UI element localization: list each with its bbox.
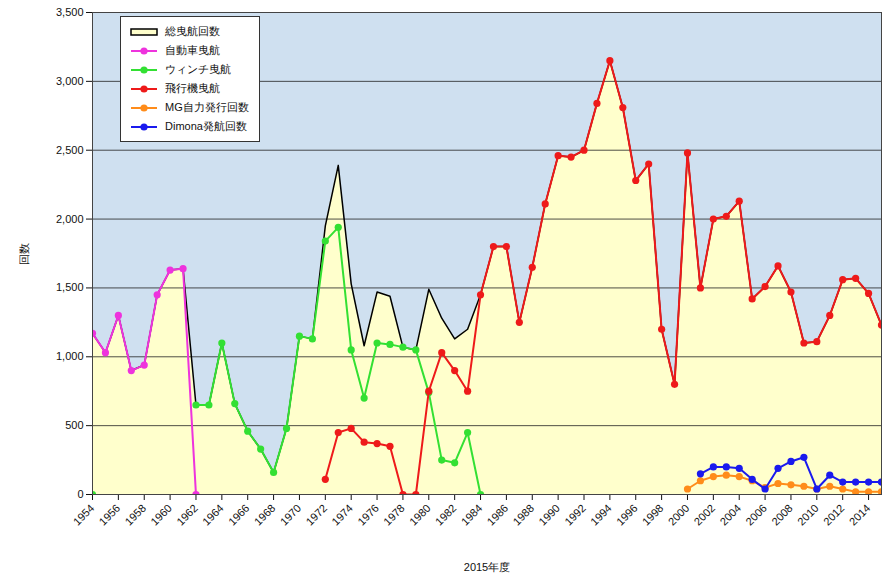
svg-text:回数: 回数 xyxy=(18,243,30,265)
svg-text:1974: 1974 xyxy=(329,502,355,528)
svg-text:1982: 1982 xyxy=(433,502,459,528)
svg-text:1986: 1986 xyxy=(485,502,511,528)
svg-text:2004: 2004 xyxy=(717,502,743,528)
svg-text:2002: 2002 xyxy=(691,502,717,528)
svg-text:2015年度: 2015年度 xyxy=(464,561,510,573)
svg-text:1962: 1962 xyxy=(174,502,200,528)
svg-text:1994: 1994 xyxy=(588,502,614,528)
svg-text:2006: 2006 xyxy=(743,502,769,528)
svg-text:1960: 1960 xyxy=(148,502,174,528)
svg-text:2000: 2000 xyxy=(666,502,692,528)
html-text:飛行機曳航: 飛行機曳航 xyxy=(165,82,220,94)
svg-text:1970: 1970 xyxy=(278,502,304,528)
svg-text:500: 500 xyxy=(65,419,83,431)
svg-text:1968: 1968 xyxy=(252,502,278,528)
svg-text:2,000: 2,000 xyxy=(56,213,84,225)
html-text:ウィンチ曳航: ウィンチ曳航 xyxy=(165,63,231,75)
svg-text:2010: 2010 xyxy=(795,502,821,528)
svg-text:1990: 1990 xyxy=(536,502,562,528)
html-text:自動車曳航: 自動車曳航 xyxy=(165,44,220,56)
svg-text:1964: 1964 xyxy=(200,502,226,528)
svg-text:2,500: 2,500 xyxy=(56,144,84,156)
svg-text:1966: 1966 xyxy=(226,502,252,528)
svg-text:0: 0 xyxy=(77,488,83,500)
svg-text:1988: 1988 xyxy=(510,502,536,528)
svg-text:2008: 2008 xyxy=(769,502,795,528)
svg-text:2012: 2012 xyxy=(821,502,847,528)
svg-text:1980: 1980 xyxy=(407,502,433,528)
svg-text:1958: 1958 xyxy=(122,502,148,528)
svg-text:1956: 1956 xyxy=(96,502,122,528)
svg-text:1984: 1984 xyxy=(459,502,485,528)
svg-text:1954: 1954 xyxy=(71,502,97,528)
svg-text:1996: 1996 xyxy=(614,502,640,528)
svg-text:1,500: 1,500 xyxy=(56,281,84,293)
svg-text:1978: 1978 xyxy=(381,502,407,528)
svg-text:3,000: 3,000 xyxy=(56,75,84,87)
svg-text:1992: 1992 xyxy=(562,502,588,528)
svg-text:2014: 2014 xyxy=(847,502,873,528)
svg-text:3,500: 3,500 xyxy=(56,6,84,18)
svg-text:1,000: 1,000 xyxy=(56,350,84,362)
html-text:MG自力発行回数: MG自力発行回数 xyxy=(165,101,249,113)
svg-text:1998: 1998 xyxy=(640,502,666,528)
svg-text:1972: 1972 xyxy=(303,502,329,528)
html-text:Dimona発航回数: Dimona発航回数 xyxy=(165,120,247,132)
html-text:総曳航回数: 総曳航回数 xyxy=(165,25,220,37)
svg-text:1976: 1976 xyxy=(355,502,381,528)
